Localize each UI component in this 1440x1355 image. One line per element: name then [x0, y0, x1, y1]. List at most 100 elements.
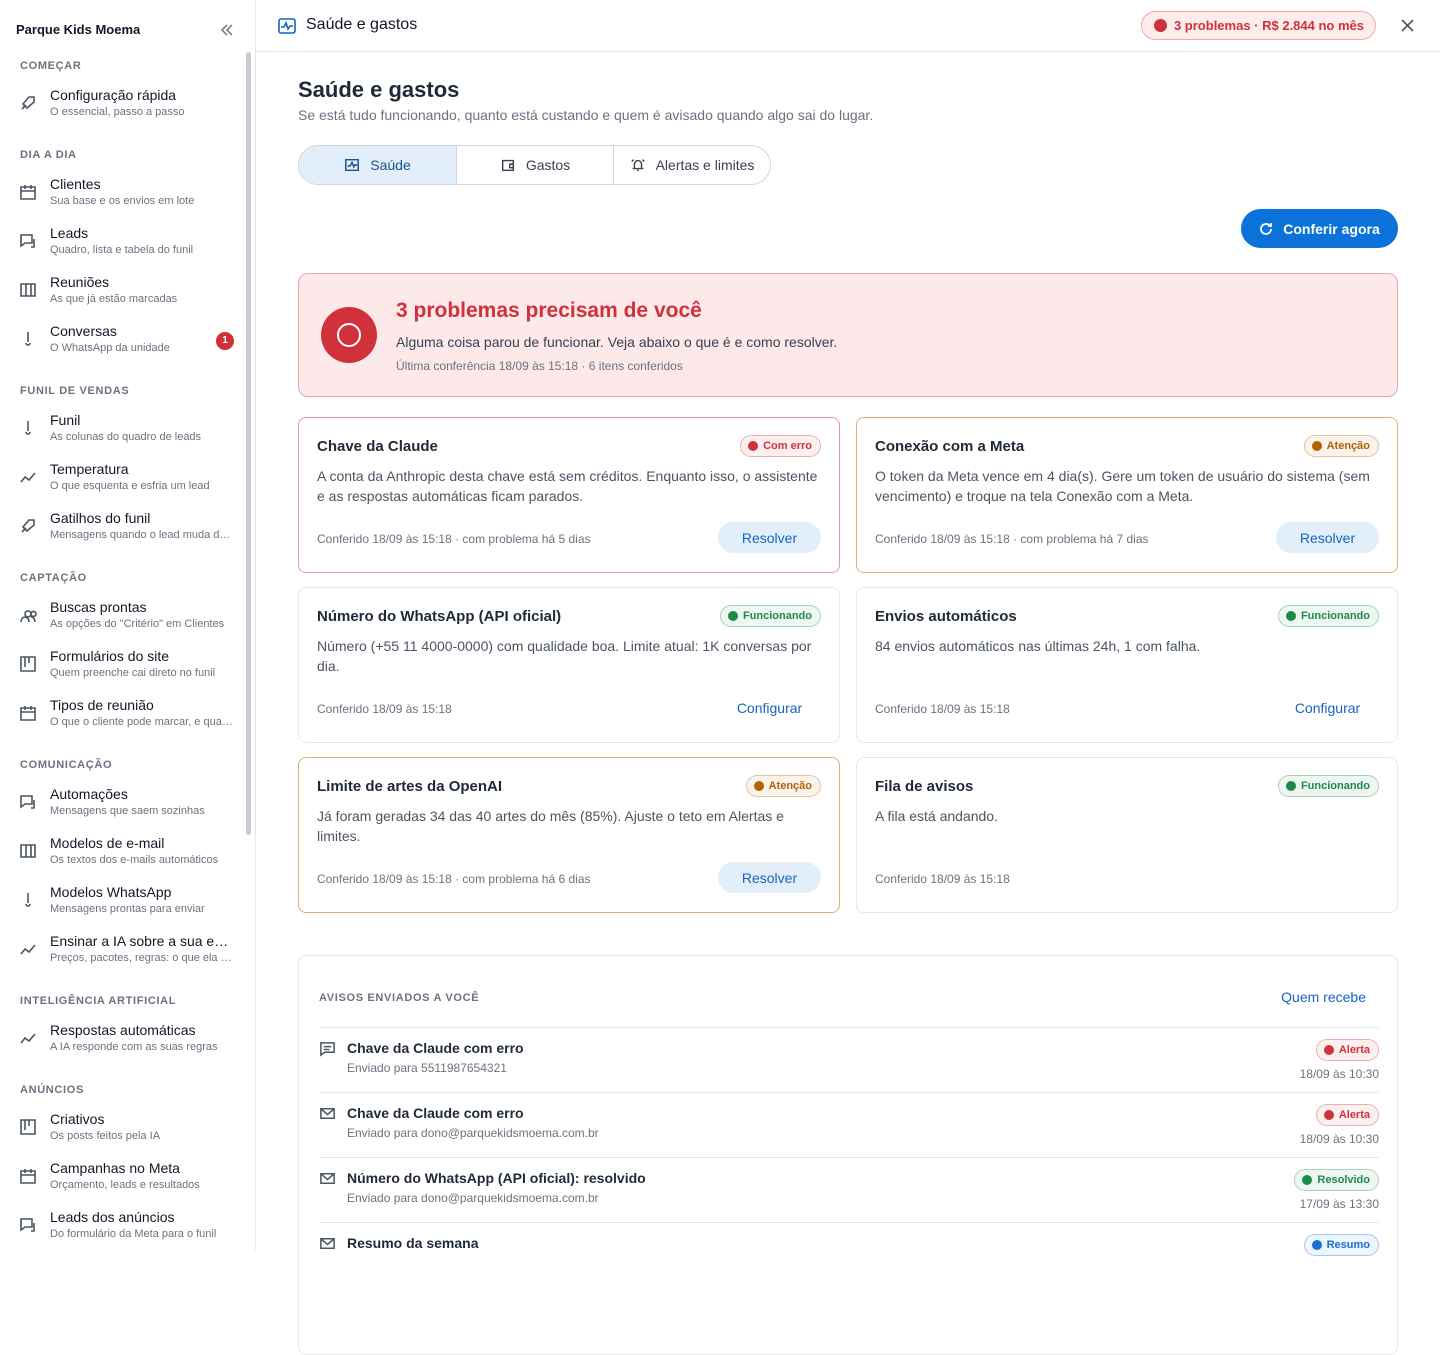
alert-icon [321, 307, 377, 363]
scrollbar [246, 52, 251, 835]
notice-tag: Resolvido [1294, 1169, 1379, 1191]
nav-item[interactable]: Funil As colunas do quadro de leads [0, 407, 244, 456]
card-meta: Conferido 18/09 às 15:18 · com problema … [875, 532, 1149, 546]
icon [20, 1033, 36, 1044]
nav-section-title: FUNIL DE VENDAS [20, 385, 130, 397]
icon [20, 610, 37, 623]
card-action[interactable]: Configurar [1294, 699, 1361, 716]
tab[interactable]: Alertas e limites [613, 146, 770, 184]
icon [20, 844, 36, 858]
nav-section: ANÚNCIOS Criativos Os posts feitos pela IA… [0, 1076, 244, 1250]
refresh-icon [1260, 222, 1273, 235]
nav-item-subtitle: Mensagens que saem sozinhas [50, 805, 205, 817]
notice-row: Chave da Claude com erro Enviado para 551… [319, 1027, 1379, 1092]
check-now-button[interactable]: Conferir agora [1241, 209, 1398, 248]
nav-item[interactable]: Respostas automáticas A IA responde com a… [0, 1017, 244, 1066]
nav-item-title: Temperatura [50, 461, 129, 477]
nav-section-title: ANÚNCIOS [20, 1084, 84, 1096]
card-action[interactable]: Resolver [718, 522, 821, 553]
nav-item[interactable]: Modelos WhatsApp Mensagens prontas para e… [0, 879, 244, 928]
nav-item[interactable]: Ensinar a IA sobre a sua empresa Preços, … [0, 928, 244, 977]
nav-item-subtitle: Preços, pacotes, regras: o que ela preci… [50, 952, 236, 964]
nav-item[interactable]: Formulários do site Quem preenche cai dir… [0, 643, 244, 692]
header-badge[interactable]: 3 problemas · R$ 2.844 no mês [1140, 11, 1376, 40]
notices-link[interactable]: Quem recebe [1281, 989, 1366, 1005]
status-pill: Com erro [740, 435, 821, 457]
collapse-button[interactable] [220, 23, 234, 37]
icon [21, 96, 35, 110]
nav-item-subtitle: Orçamento, leads e resultados [50, 1179, 200, 1191]
nav-item[interactable]: Temperatura O que esquenta e esfria um le… [0, 456, 244, 505]
icon [320, 1108, 335, 1119]
card-action[interactable]: Configurar [736, 699, 803, 716]
nav-item-subtitle: O que esquenta e esfria um lead [50, 480, 210, 492]
nav-item[interactable]: Leads Quadro, lista e tabela do funil [0, 220, 244, 269]
notice-recipient: Enviado para dono@parquekidsmoema.com.br [347, 1126, 599, 1140]
nav-item-subtitle: As opções do "Critério" em Clientes [50, 618, 225, 630]
alert-title: 3 problemas precisam de você [396, 299, 702, 322]
card-text: Número (+55 11 4000-0000) com qualidade … [317, 638, 812, 674]
nav-item-subtitle: Os textos dos e-mails automáticos [50, 854, 219, 866]
nav-item[interactable]: Modelos de e-mail Os textos dos e-mails a… [0, 830, 244, 879]
card-action[interactable]: Resolver [718, 862, 821, 893]
card-action[interactable]: Resolver [1276, 522, 1379, 553]
nav-item[interactable]: Tipos de reunião O que o cliente pode mar… [0, 692, 244, 741]
notice-title: Resumo da semana [347, 1235, 479, 1251]
icon [20, 795, 35, 809]
card-title: Fila de avisos [875, 778, 974, 795]
tab-label: Alertas e limites [655, 157, 755, 173]
icon [20, 1119, 36, 1135]
nav-item[interactable]: Campanhas no Meta Orçamento, leads e resu… [0, 1155, 244, 1204]
nav-section-title: COMEÇAR [20, 60, 82, 72]
card-title: Conexão com a Meta [875, 438, 1025, 455]
card-text: A fila está andando. [875, 808, 998, 824]
nav-item[interactable]: Criativos Os posts feitos pela IA [0, 1106, 244, 1155]
icon [25, 893, 31, 907]
nav-item-title: Buscas prontas [50, 599, 147, 615]
tab[interactable]: Gastos [456, 146, 613, 184]
icon [630, 159, 645, 172]
status-card: Número do WhatsApp (API oficial) Funciona… [298, 587, 840, 743]
nav-item-subtitle: O essencial, passo a passo [50, 106, 185, 118]
icon [20, 944, 36, 955]
nav-item[interactable]: Reuniões As que já estão marcadas [0, 269, 244, 318]
status-card: Chave da Claude Com erro A conta da Anthro… [298, 417, 840, 573]
nav-section-title: CAPTAÇÃO [20, 572, 87, 584]
header: Saúde e gastos 3 problemas · R$ 2.844 no… [256, 0, 1440, 52]
icon [20, 656, 36, 672]
nav-item[interactable]: Conversas O WhatsApp da unidade 1 [0, 318, 244, 367]
tab-label: Saúde [370, 157, 411, 173]
notice-time: 18/09 às 10:30 [1299, 1132, 1379, 1146]
notice-recipient: Enviado para 5511987654321 [347, 1061, 507, 1075]
nav-item[interactable]: Leads dos anúncios Do formulário da Meta … [0, 1204, 244, 1250]
nav-item-title: Automações [50, 786, 128, 802]
card-text: A conta da Anthropic desta chave está se… [317, 468, 818, 504]
close-button[interactable] [1401, 19, 1414, 32]
notice-time: 17/09 às 13:30 [1299, 1197, 1379, 1211]
nav-item[interactable]: Configuração rápida O essencial, passo a … [0, 82, 244, 131]
nav-item[interactable]: Automações Mensagens que saem sozinhas [0, 781, 244, 830]
nav-item-title: Clientes [50, 176, 101, 192]
nav-item[interactable]: Gatilhos do funil Mensagens quando o lead… [0, 505, 244, 554]
card-text: 84 envios automáticos nas últimas 24h, 1… [875, 638, 1201, 654]
nav-item-title: Modelos de e-mail [50, 835, 165, 851]
status-card: Envios automáticos Funcionando 84 envios a… [856, 587, 1398, 743]
status-pill: Atenção [1303, 435, 1379, 457]
nav-item[interactable]: Buscas prontas As opções do "Critério" em… [0, 594, 244, 643]
card-meta: Conferido 18/09 às 15:18 [875, 872, 1010, 886]
nav-item-subtitle: Os posts feitos pela IA [50, 1130, 161, 1142]
icon [20, 234, 35, 248]
nav-item-subtitle: Do formulário da Meta para o funil [50, 1228, 217, 1240]
icon [320, 1173, 335, 1184]
tab[interactable]: Saúde [299, 146, 456, 184]
card-title: Envios automáticos [875, 608, 1017, 625]
card-meta: Conferido 18/09 às 15:18 [317, 702, 452, 716]
icon [20, 1169, 36, 1184]
tabs: Saúde Gastos Alertas e limites [298, 145, 771, 185]
icon [320, 1238, 335, 1249]
nav-item-title: Modelos WhatsApp [50, 884, 172, 900]
card-text: O token da Meta vence em 4 dia(s). Gere … [875, 468, 1370, 504]
card-title: Número do WhatsApp (API oficial) [317, 608, 562, 625]
nav-item[interactable]: Clientes Sua base e os envios em lote [0, 171, 244, 220]
